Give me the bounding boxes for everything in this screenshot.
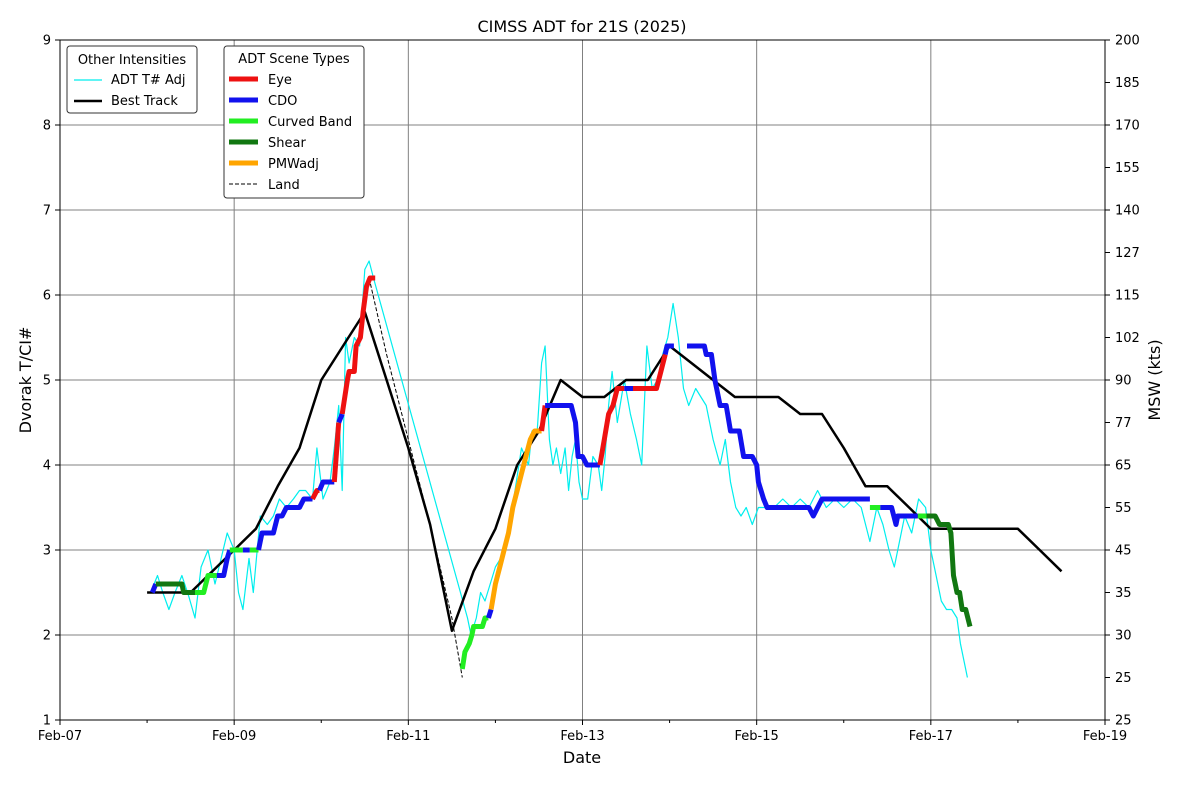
y-tick-label-right: 200 <box>1115 34 1140 49</box>
x-tick-label: Feb-13 <box>560 729 604 744</box>
y-tick-label-right: 140 <box>1115 204 1140 219</box>
scene-layer <box>149 275 973 670</box>
x-axis-label: Date <box>563 748 601 767</box>
legend-label-best-track: Best Track <box>111 94 178 109</box>
y-tick-label-right: 35 <box>1115 586 1132 601</box>
scene-segment-cdo <box>687 343 870 519</box>
y-tick-label-right: 115 <box>1115 289 1140 304</box>
y-tick-label-left: 6 <box>43 289 51 304</box>
y-tick-label-left: 1 <box>43 714 51 729</box>
y-tick-label-right: 185 <box>1115 76 1140 91</box>
scene-segment-cdo <box>336 413 345 424</box>
y-tick-label-left: 2 <box>43 629 51 644</box>
scene-segment-shear <box>926 513 973 628</box>
y-tick-label-left: 5 <box>43 374 51 389</box>
legend-label-adt: ADT T# Adj <box>111 73 185 88</box>
legend-label-shear: Shear <box>268 136 306 151</box>
legend-scene-types: ADT Scene Types Eye CDO Curved Band Shea… <box>223 45 365 199</box>
y-axis-label-right: MSW (kts) <box>1145 339 1164 420</box>
y-tick-label-right: 102 <box>1115 331 1140 346</box>
series-line-adt-t-adj <box>153 260 968 678</box>
y-tick-label-right: 45 <box>1115 544 1132 559</box>
scene-segment-cdo <box>880 505 918 527</box>
legend-other-title: Other Intensities <box>78 53 187 68</box>
scene-segment-cdo <box>256 496 313 551</box>
scene-segment-eye <box>597 386 625 466</box>
legend-label-curved-band: Curved Band <box>268 115 352 130</box>
scene-segment-cdo <box>486 608 494 619</box>
legend-label-pmwadj: PMWadj <box>268 157 319 172</box>
legend-label-cdo: CDO <box>268 94 297 109</box>
y-axis-left: 1 2 3 4 5 6 7 8 9 <box>43 34 60 729</box>
scene-segment-pmwadj <box>488 428 542 610</box>
legend-scene-title: ADT Scene Types <box>238 52 350 67</box>
legend-other-box <box>66 45 198 114</box>
y-tick-label-left: 4 <box>43 459 51 474</box>
legend-label-land: Land <box>268 178 300 193</box>
legend-other-intensities: Other Intensities ADT T# Adj Best Track <box>66 45 198 114</box>
scene-segment-cdo <box>216 549 233 578</box>
scene-segment-cdo <box>662 343 674 356</box>
y-tick-label-left: 9 <box>43 34 51 49</box>
y-axis-right: 25 25 30 35 45 55 65 77 90 102 115 127 140 155 170 185 2… <box>1105 34 1140 729</box>
y-tick-label-right: 90 <box>1115 374 1132 389</box>
y-tick-label-right: 25 <box>1115 714 1132 729</box>
y-tick-label-left: 3 <box>43 544 51 559</box>
chart-title: CIMSS ADT for 21S (2025) <box>477 17 686 36</box>
y-tick-label-right: 65 <box>1115 459 1132 474</box>
scene-segment-cdo <box>317 479 335 492</box>
x-tick-label: Feb-11 <box>386 729 430 744</box>
y-tick-label-right: 30 <box>1115 629 1132 644</box>
scene-segment-eye <box>339 275 376 415</box>
legend-scene-box <box>223 45 365 199</box>
scene-segment-eye <box>633 353 668 391</box>
y-tick-label-left: 7 <box>43 204 51 219</box>
scene-segment-curved-band <box>459 615 489 670</box>
x-axis: Feb-07 Feb-09 Feb-11 Feb-13 Feb-15 Feb-17 Feb-… <box>38 720 1127 744</box>
scene-segment-eye <box>310 488 320 501</box>
scene-segment-cdo <box>149 583 159 594</box>
scene-segment-eye <box>539 405 548 432</box>
y-tick-label-right: 155 <box>1115 161 1140 176</box>
y-tick-label-right: 77 <box>1115 416 1132 431</box>
x-tick-label: Feb-15 <box>735 729 779 744</box>
x-tick-label: Feb-17 <box>909 729 953 744</box>
y-tick-label-right: 127 <box>1115 246 1140 261</box>
scene-segment-cdo <box>545 403 600 468</box>
x-tick-label: Feb-09 <box>212 729 256 744</box>
scene-segment-curved-band <box>195 573 217 595</box>
scene-segment-shear <box>155 581 195 595</box>
y-tick-label-right: 170 <box>1115 119 1140 134</box>
y-tick-label-right: 55 <box>1115 501 1132 516</box>
y-tick-label-right: 25 <box>1115 671 1132 686</box>
scene-segment-eye <box>331 422 342 483</box>
x-tick-label: Feb-19 <box>1083 729 1127 744</box>
legend-label-eye: Eye <box>268 73 292 88</box>
y-axis-label-left: Dvorak T/CI# <box>16 327 35 434</box>
x-tick-label: Feb-07 <box>38 729 82 744</box>
y-tick-label-left: 8 <box>43 119 51 134</box>
